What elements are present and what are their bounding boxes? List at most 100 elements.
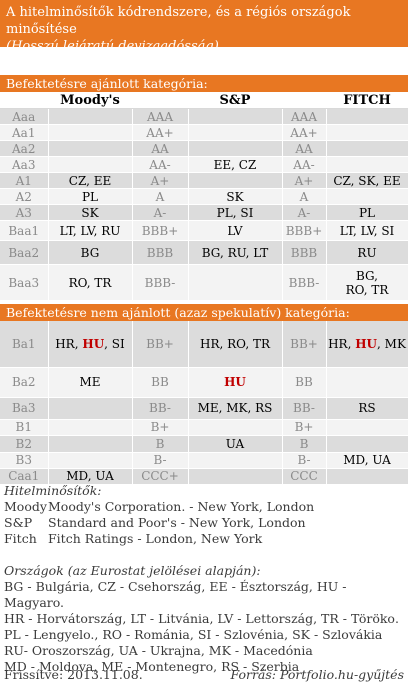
sp-countries: [188, 468, 283, 485]
table-row: Aaa AAA AAA: [0, 108, 408, 125]
moodys-countries: LT, LV, RU: [48, 220, 133, 241]
moodys-grade: Aa3: [0, 156, 49, 173]
sp-grade: BB+: [132, 321, 189, 368]
col-header-empty3: [282, 92, 327, 109]
fitch-grade: BB: [282, 367, 327, 398]
moodys-countries: [48, 419, 133, 436]
moodys-grade: Baa1: [0, 220, 49, 241]
hungary-highlight: HU: [82, 336, 105, 351]
agency-value: Standard and Poor's - New York, London: [48, 515, 306, 530]
sp-countries: [188, 452, 283, 469]
fitch-grade: B+: [282, 419, 327, 436]
sp-countries: BG, RU, LT: [188, 240, 283, 265]
title-line2: (Hosszú lejáratú devizaadósság): [6, 39, 219, 54]
table-row: Aa3 AA- EE, CZ AA-: [0, 156, 408, 173]
table-row: Aa2 AA AA: [0, 140, 408, 157]
moodys-countries: [48, 108, 133, 125]
fitch-countries: [326, 188, 408, 205]
sp-grade: BBB+: [132, 220, 189, 241]
moodys-countries: [48, 435, 133, 453]
moodys-countries: BG: [48, 240, 133, 265]
moodys-grade: Ba3: [0, 397, 49, 420]
source-credit: Forrás: Portfolio.hu-gyűjtés: [230, 667, 404, 682]
sp-grade: BB: [132, 367, 189, 398]
moodys-grade: Baa3: [0, 264, 49, 301]
fitch-grade: BB-: [282, 397, 327, 420]
fitch-countries: [326, 435, 408, 453]
investment-table: Moody's S&P FITCH Aaa AAA AAA Aa1 AA+ AA+ Aa…: [0, 92, 408, 301]
table-row: Ba2 ME BB HU BB: [0, 367, 408, 398]
col-header-sp: S&P: [188, 92, 283, 109]
table-row: Aa1 AA+ AA+: [0, 124, 408, 141]
sp-grade: CCC+: [132, 468, 189, 485]
sp-grade: B-: [132, 452, 189, 469]
fitch-grade: A: [282, 188, 327, 205]
moodys-countries: CZ, EE: [48, 172, 133, 189]
fitch-grade: BBB+: [282, 220, 327, 241]
fitch-countries: CZ, SK, EE: [326, 172, 408, 189]
moodys-countries: PL: [48, 188, 133, 205]
agency-key: S&P: [4, 515, 33, 530]
sp-countries: UA: [188, 435, 283, 453]
moodys-grade: A3: [0, 204, 49, 221]
hungary-highlight: HU: [224, 375, 246, 389]
agency-value: Moody's Corporation. - New York, London: [48, 499, 315, 514]
fitch-countries: MD, UA: [326, 452, 408, 469]
country-line: RU- Oroszország, UA - Ukrajna, MK - Mace…: [4, 643, 313, 658]
table-row: A2 PL A SK A: [0, 188, 408, 205]
sp-countries: EE, CZ: [188, 156, 283, 173]
fitch-countries: [326, 367, 408, 398]
agency-key: Moody: [4, 499, 47, 514]
sp-countries: ME, MK, RS: [188, 397, 283, 420]
col-header-empty2: [132, 92, 189, 109]
moodys-grade: Aa1: [0, 124, 49, 141]
moodys-countries: [48, 452, 133, 469]
country-list: HR,: [328, 336, 356, 351]
fitch-countries: [326, 468, 408, 485]
col-header-moodys: Moody's: [48, 92, 133, 109]
fitch-grade: AA-: [282, 156, 327, 173]
moodys-grade: A1: [0, 172, 49, 189]
speculative-table: Ba1 HR, HU, SI BB+ HR, RO, TR BB+ HR, HU, MK …: [0, 321, 408, 485]
agency-key: Fitch: [4, 531, 37, 546]
moodys-countries: MD, UA: [48, 468, 133, 485]
moodys-countries: HR, HU, SI: [48, 321, 133, 368]
country-list: , MK: [377, 336, 406, 351]
table-row: B3 B- B- MD, UA: [0, 452, 408, 469]
moodys-countries: [48, 397, 133, 420]
sp-grade: AA: [132, 140, 189, 157]
fitch-grade: A+: [282, 172, 327, 189]
hungary-highlight: HU: [355, 336, 378, 351]
countries-legend: Országok (az Eurostat jelölései alapján)…: [4, 563, 406, 675]
table-row: B2 B UA B: [0, 435, 408, 453]
moodys-countries: [48, 140, 133, 157]
fitch-grade: BBB: [282, 240, 327, 265]
table-row: Baa2 BG BBB BG, RU, LT BBB RU: [0, 240, 408, 265]
fitch-grade: BBB-: [282, 264, 327, 301]
table-row: B1 B+ B+: [0, 419, 408, 436]
fitch-countries: PL: [326, 204, 408, 221]
country-list: , SI: [104, 336, 125, 351]
fitch-grade: BB+: [282, 321, 327, 368]
agencies-legend: Hitelminősítők: Moody Moody's Corporation…: [4, 483, 406, 547]
moodys-countries: [48, 156, 133, 173]
sp-countries: SK: [188, 188, 283, 205]
updated-date: Frissítve: 2013.11.08.: [4, 667, 143, 682]
fitch-grade: AA+: [282, 124, 327, 141]
sp-grade: AAA: [132, 108, 189, 125]
moodys-grade: B3: [0, 452, 49, 469]
title-line1: A hitelminősítők kódrendszere, és a régi…: [6, 5, 351, 37]
sp-grade: B: [132, 435, 189, 453]
table-row: A1 CZ, EE A+ A+ CZ, SK, EE: [0, 172, 408, 189]
agency-value: Fitch Ratings - London, New York: [48, 531, 263, 546]
moodys-countries: ME: [48, 367, 133, 398]
section-investment: Befektetésre ajánlott kategória:: [0, 75, 408, 92]
fitch-countries: [326, 140, 408, 157]
fitch-countries: [326, 156, 408, 173]
sp-countries: [188, 140, 283, 157]
moodys-grade: B2: [0, 435, 49, 453]
sp-countries: [188, 419, 283, 436]
country-line: HR - Horvátország, LT - Litvánia, LV - L…: [4, 611, 399, 626]
moodys-countries: RO, TR: [48, 264, 133, 301]
table-row: Ba1 HR, HU, SI BB+ HR, RO, TR BB+ HR, HU, MK: [0, 321, 408, 368]
